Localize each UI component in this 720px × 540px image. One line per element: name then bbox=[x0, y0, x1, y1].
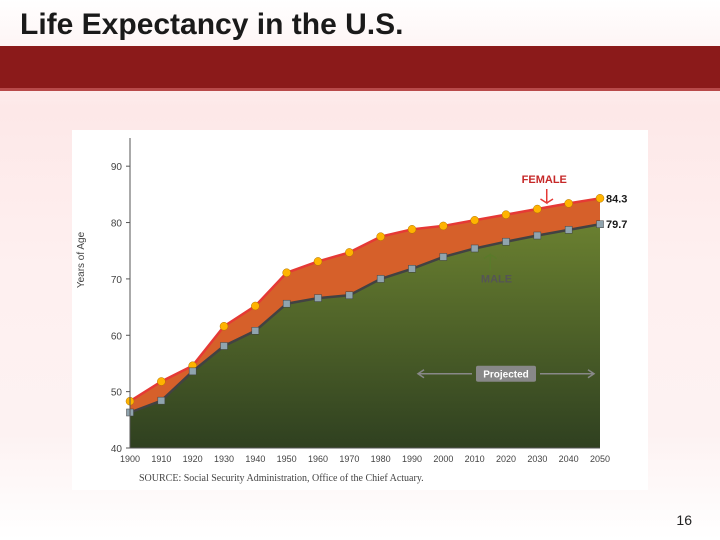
male-marker bbox=[221, 342, 228, 349]
chart-svg: 4050607080901900191019201930194019501960… bbox=[72, 130, 648, 490]
female-marker bbox=[345, 248, 353, 256]
svg-text:1950: 1950 bbox=[277, 454, 297, 464]
title-band bbox=[0, 46, 720, 88]
female-end-value: 84.3 bbox=[606, 193, 627, 205]
svg-text:2020: 2020 bbox=[496, 454, 516, 464]
svg-text:70: 70 bbox=[111, 275, 123, 286]
female-marker bbox=[283, 269, 291, 277]
male-marker bbox=[440, 253, 447, 260]
male-marker bbox=[565, 226, 572, 233]
svg-text:1910: 1910 bbox=[151, 454, 171, 464]
svg-text:60: 60 bbox=[111, 331, 123, 342]
male-marker bbox=[158, 397, 165, 404]
svg-text:2010: 2010 bbox=[465, 454, 485, 464]
female-marker bbox=[408, 225, 416, 233]
svg-text:2040: 2040 bbox=[559, 454, 579, 464]
male-marker bbox=[471, 245, 478, 252]
svg-text:1990: 1990 bbox=[402, 454, 422, 464]
female-marker bbox=[220, 322, 228, 330]
male-marker bbox=[377, 275, 384, 282]
female-marker bbox=[377, 233, 385, 241]
svg-text:90: 90 bbox=[111, 162, 123, 173]
svg-text:2000: 2000 bbox=[433, 454, 453, 464]
female-label: FEMALE bbox=[522, 174, 567, 186]
female-arrow bbox=[540, 189, 553, 203]
svg-text:1920: 1920 bbox=[183, 454, 203, 464]
female-marker bbox=[565, 199, 573, 207]
female-marker bbox=[596, 194, 604, 202]
svg-text:1980: 1980 bbox=[371, 454, 391, 464]
slide-title: Life Expectancy in the U.S. bbox=[20, 8, 403, 42]
chart-container: Years of Age 405060708090190019101920193… bbox=[72, 130, 648, 490]
title-underline bbox=[0, 88, 720, 91]
male-marker bbox=[346, 292, 353, 299]
male-marker bbox=[189, 368, 196, 375]
projected-label: Projected bbox=[483, 370, 529, 381]
male-marker bbox=[283, 300, 290, 307]
male-marker bbox=[315, 295, 322, 302]
male-label: MALE bbox=[481, 273, 512, 285]
male-end-value: 79.7 bbox=[606, 219, 627, 231]
male-marker bbox=[409, 265, 416, 272]
svg-text:1970: 1970 bbox=[339, 454, 359, 464]
svg-text:2050: 2050 bbox=[590, 454, 610, 464]
svg-text:1940: 1940 bbox=[245, 454, 265, 464]
svg-text:50: 50 bbox=[111, 388, 123, 399]
female-marker bbox=[157, 377, 165, 385]
male-marker bbox=[534, 232, 541, 239]
female-marker bbox=[439, 222, 447, 230]
svg-text:1960: 1960 bbox=[308, 454, 328, 464]
female-marker bbox=[533, 205, 541, 213]
male-marker bbox=[503, 238, 510, 245]
female-marker bbox=[502, 211, 510, 219]
male-marker bbox=[252, 327, 259, 334]
male-marker bbox=[597, 221, 604, 228]
female-marker bbox=[251, 302, 259, 310]
slide: Life Expectancy in the U.S. Years of Age… bbox=[0, 0, 720, 540]
svg-text:80: 80 bbox=[111, 219, 123, 230]
page-number: 16 bbox=[676, 512, 692, 528]
svg-text:1930: 1930 bbox=[214, 454, 234, 464]
svg-text:1900: 1900 bbox=[120, 454, 140, 464]
source-text: SOURCE: Social Security Administration, … bbox=[139, 473, 424, 484]
female-marker bbox=[471, 216, 479, 224]
svg-text:2030: 2030 bbox=[527, 454, 547, 464]
female-marker bbox=[314, 257, 322, 265]
